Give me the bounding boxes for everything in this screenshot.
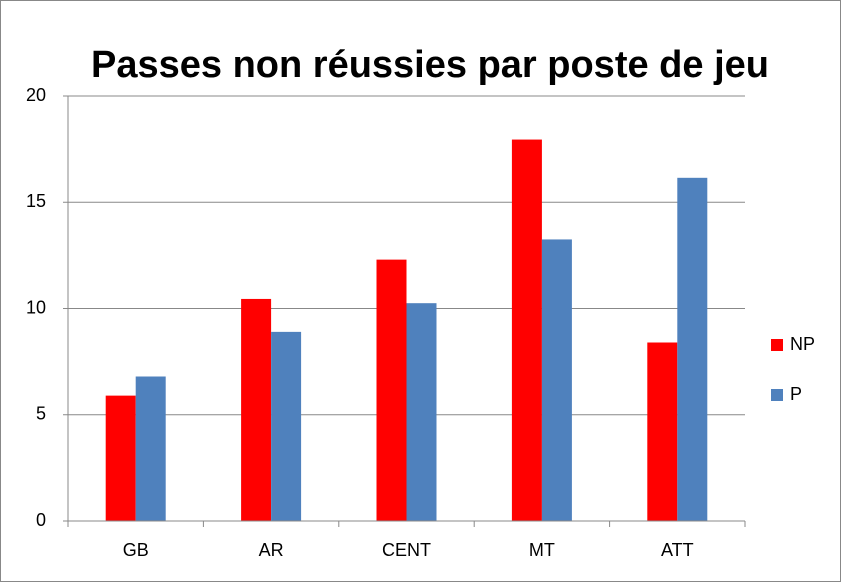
- y-tick-label: 15: [26, 191, 46, 211]
- bar: [376, 259, 407, 521]
- bar: [647, 342, 678, 521]
- x-tick-label: ATT: [661, 540, 694, 560]
- x-tick-label: AR: [259, 540, 284, 560]
- bar: [271, 331, 302, 521]
- y-tick-label: 5: [36, 404, 46, 424]
- bar: [541, 239, 572, 521]
- y-tick-label: 10: [26, 297, 46, 317]
- bar: [241, 298, 272, 521]
- bar: [135, 376, 166, 521]
- x-tick-label: MT: [529, 540, 555, 560]
- x-tick-label: GB: [123, 540, 149, 560]
- bar: [677, 177, 708, 521]
- legend-label: NP: [790, 334, 815, 354]
- bar: [511, 139, 542, 521]
- x-tick-label: CENT: [382, 540, 431, 560]
- legend-label: P: [790, 384, 802, 404]
- y-tick-label: 20: [26, 85, 46, 105]
- legend-swatch: [771, 339, 783, 351]
- y-tick-label: 0: [36, 510, 46, 530]
- bar: [105, 395, 136, 521]
- legend-swatch: [771, 389, 783, 401]
- bar: [406, 303, 437, 521]
- chart-title: Passes non réussies par poste de jeu: [91, 44, 769, 86]
